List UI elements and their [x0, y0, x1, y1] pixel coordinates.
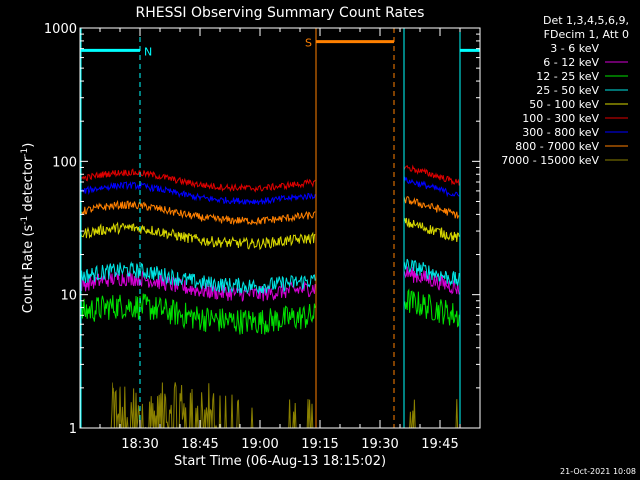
flag-label: S — [305, 37, 312, 50]
legend-label: 50 - 100 keV — [529, 98, 599, 111]
y-axis-label-part3: ) — [21, 143, 36, 148]
footer-date: 21-Oct-2021 10:08 — [560, 467, 636, 476]
series-line — [79, 181, 316, 206]
y-tick-label: 1000 — [44, 22, 77, 37]
series-line — [79, 199, 316, 226]
series-line — [79, 270, 316, 302]
plot-area: NS — [79, 28, 480, 429]
y-tick-label: 100 — [52, 155, 77, 170]
x-tick-label: 19:00 — [241, 437, 278, 452]
series-line — [79, 293, 316, 335]
legend-label: 7000 - 15000 keV — [501, 154, 599, 167]
series-line — [79, 221, 316, 251]
x-tick-label: 18:30 — [121, 437, 158, 452]
series-line — [403, 196, 460, 219]
y-axis-label: Count Rate (s-1 detector-1) — [20, 143, 36, 314]
x-tick-label: 18:45 — [181, 437, 218, 452]
series-line — [403, 217, 460, 243]
x-tick-label: 19:30 — [361, 437, 398, 452]
series-line — [79, 261, 316, 295]
chart-title: RHESSI Observing Summary Count Rates — [136, 5, 425, 21]
legend-label: 100 - 300 keV — [522, 112, 599, 125]
legend-header-1: Det 1,3,4,5,6,9, — [543, 14, 629, 27]
legend-label: 12 - 25 keV — [536, 70, 599, 83]
legend-label: 3 - 6 keV — [550, 42, 599, 55]
legend-label: 300 - 800 keV — [522, 126, 599, 139]
legend-label: 800 - 7000 keV — [515, 140, 599, 153]
legend: Det 1,3,4,5,6,9, FDecim 1, Att 0 3 - 6 k… — [501, 14, 629, 167]
y-axis-label-sup1: -1 — [20, 216, 30, 225]
series-line — [79, 340, 316, 389]
series-line — [403, 164, 460, 186]
x-tick-label: 19:15 — [301, 437, 338, 452]
x-tick-label: 19:45 — [421, 437, 458, 452]
y-axis: 1 10 100 1000 — [44, 22, 480, 437]
x-axis: 18:30 18:45 19:00 19:15 19:30 19:45 — [79, 28, 481, 452]
x-axis-label: Start Time (06-Aug-13 18:15:02) — [174, 454, 386, 469]
y-axis-label-part1: Count Rate (s — [21, 225, 36, 314]
series-line — [403, 288, 460, 328]
series-line — [403, 347, 460, 389]
series-line — [403, 258, 460, 287]
legend-header-2: FDecim 1, Att 0 — [544, 28, 629, 41]
y-tick-label: 10 — [60, 289, 77, 304]
legend-label: 25 - 50 keV — [536, 84, 599, 97]
series-line — [403, 266, 460, 295]
y-axis-label-part2: detector — [21, 156, 36, 216]
legend-label: 6 - 12 keV — [543, 56, 599, 69]
y-axis-label-sup2: -1 — [20, 148, 30, 157]
y-tick-label: 1 — [69, 422, 77, 437]
series-line — [403, 176, 460, 198]
series-line — [79, 168, 316, 193]
flag-label: N — [144, 45, 152, 58]
